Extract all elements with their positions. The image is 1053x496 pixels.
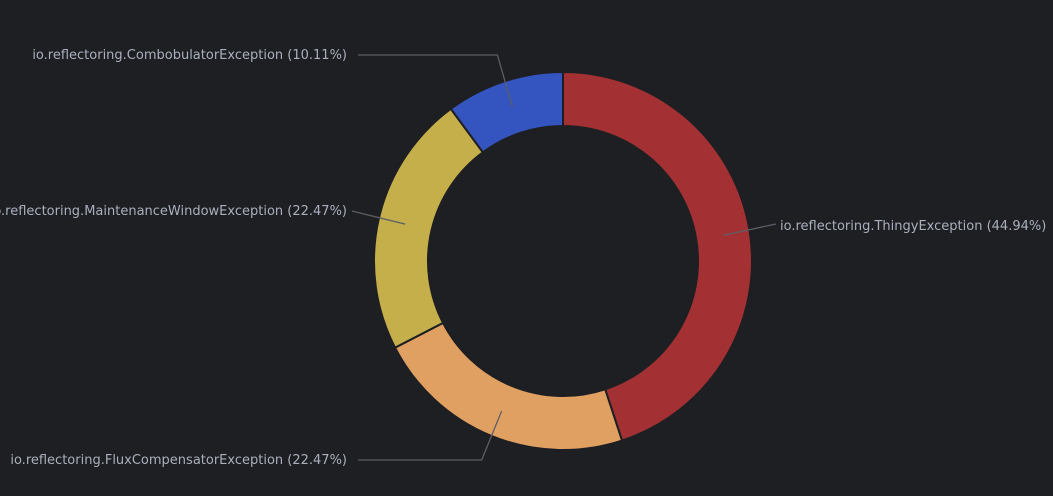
slice-combobulator[interactable] <box>449 70 564 154</box>
leader-line-thingy <box>722 223 777 237</box>
slice-fluxcompensator[interactable] <box>393 321 624 451</box>
slice-maintenancewindow[interactable] <box>373 107 485 350</box>
leader-line-fluxcompensator <box>358 410 503 461</box>
slice-labels: io.reflectoring.ThingyException (44.94%)… <box>0 48 1046 468</box>
slice-label-maintenancewindow: io.reflectoring.MaintenanceWindowExcepti… <box>0 204 347 219</box>
leader-line-combobulator <box>358 54 514 108</box>
slice-thingy[interactable] <box>562 70 753 442</box>
slice-label-combobulator: io.reflectoring.CombobulatorException (1… <box>32 48 347 63</box>
leader-lines <box>351 54 777 461</box>
slice-label-fluxcompensator: io.reflectoring.FluxCompensatorException… <box>10 453 347 468</box>
slice-label-thingy: io.reflectoring.ThingyException (44.94%) <box>780 219 1046 234</box>
leader-line-maintenancewindow <box>351 210 406 225</box>
donut-slices <box>373 70 753 451</box>
